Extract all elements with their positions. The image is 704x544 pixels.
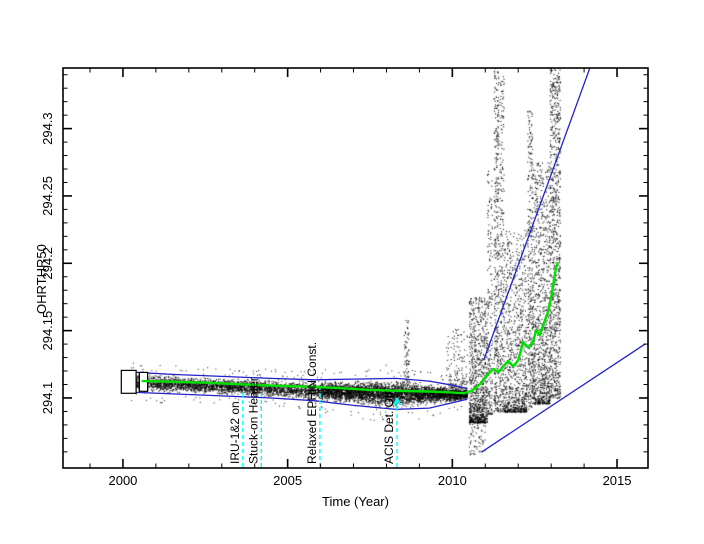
upper-trend-line [482,68,591,361]
envelope-lower-line [124,391,468,411]
gap-marker-box [120,369,137,394]
y-axis-label: OHRTHR50 [34,244,49,314]
x-tick-label: 2010 [438,473,467,488]
y-tick-label: 294.15 [40,311,55,351]
y-tick-label: 294.2 [40,247,55,280]
event-label: Relaxed EPHIN Const. [305,342,319,464]
event-label: ACIS Det. Off [382,391,396,464]
y-tick-label: 294.25 [40,176,55,216]
event-label: Stuck-on Heater [246,377,260,464]
lower-trend-line [481,343,646,453]
y-tick-label: 294.3 [40,112,55,145]
x-axis-label: Time (Year) [322,494,389,509]
axes [62,67,649,469]
event-arrow-icon [392,397,402,409]
data-layer [120,68,646,467]
y-tick-label: 294.1 [40,382,55,415]
x-tick-label: 2015 [603,473,632,488]
x-tick-label: 2000 [108,473,137,488]
running-mean-line [141,262,559,395]
x-tick-label: 2005 [273,473,302,488]
envelope-upper-line [124,371,468,390]
event-label: IRU-1&2 on [228,401,242,464]
